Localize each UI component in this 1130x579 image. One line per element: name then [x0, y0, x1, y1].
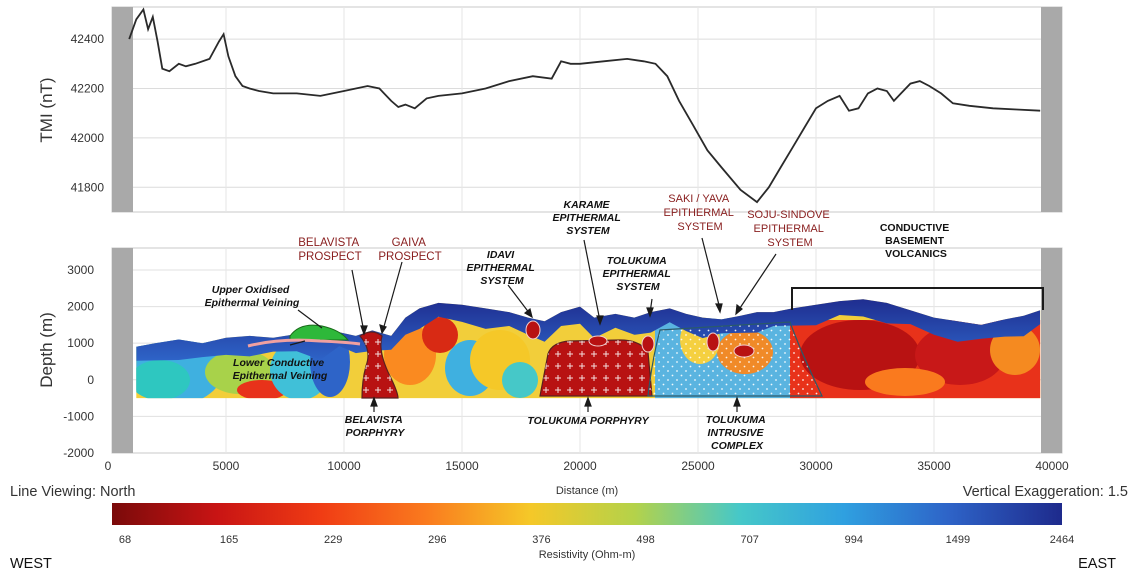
blob: [865, 368, 945, 396]
tmi-plot-area: [111, 6, 1063, 213]
tmi-y-tick-labels: 42400 42200 42000 41800: [71, 32, 105, 194]
upper-oxidised-label: Upper Oxidised Epithermal Veining: [205, 284, 300, 309]
tmi-y-axis-label: TMI (nT): [37, 77, 56, 142]
section-left-margin-bar: [112, 248, 133, 453]
belavista-porphyry-hatch: [360, 332, 398, 398]
idavi-vein: [525, 320, 541, 340]
karame-vein: [588, 335, 608, 347]
section-x-tick-label: 35000: [917, 459, 951, 473]
soju-sindove-label: SOJU-SINDOVE EPITHERMAL SYSTEM: [747, 209, 833, 249]
section-x-tick-label: 30000: [799, 459, 833, 473]
section-x-tick-label: 25000: [681, 459, 715, 473]
tolukuma-porphyry-label: TOLUKUMA PORPHYRY: [527, 415, 649, 427]
section-x-tick-label: 20000: [563, 459, 597, 473]
tmi-left-margin-bar: [112, 7, 133, 212]
blob: [915, 325, 1005, 385]
tolukuma-intrusive-label: TOLUKUMA INTRUSIVE COMPLEX: [706, 414, 768, 452]
upper-oxidised-body: [289, 324, 350, 341]
line-viewing-label: Line Viewing: North: [10, 484, 135, 500]
blob: [990, 325, 1040, 375]
tmi-series-line: [128, 7, 1041, 204]
saki-yava-vein: [706, 332, 720, 352]
karame-label: KARAME EPITHERMAL SYSTEM: [553, 199, 624, 237]
section-y-tick-label: 1000: [67, 336, 94, 350]
basement-bracket: [791, 287, 1044, 310]
section-right-margin-bar: [1041, 248, 1062, 453]
colorbar-tick-label: 376: [532, 534, 550, 546]
tolukuma-epithermal-label: TOLUKUMA EPITHERMAL SYSTEM: [603, 255, 674, 293]
tolukuma-epithermal-vein: [641, 335, 655, 353]
section-y-tick-labels: 3000 2000 1000 0 -1000 -2000: [63, 263, 94, 460]
colorbar-tick-label: 1499: [946, 534, 970, 546]
section-y-tick-label: 3000: [67, 263, 94, 277]
section-y-axis-label: Depth (m): [37, 312, 56, 388]
colorbar-label: Resistivity (Ohm-m): [539, 549, 636, 561]
surface-resistive-layer: [136, 299, 1041, 361]
colorbar-tick-label: 498: [636, 534, 654, 546]
section-x-tick-label: 40000: [1035, 459, 1069, 473]
tmi-panel: 42400 42200 42000 41800 TMI (nT): [37, 6, 1063, 213]
tmi-y-tick-label: 41800: [71, 180, 105, 194]
section-y-tick-label: 2000: [67, 300, 94, 314]
idavi-label: IDAVI EPITHERMAL SYSTEM: [467, 249, 538, 287]
tmi-grid: [133, 7, 1041, 212]
colorbar-tick-label: 707: [740, 534, 758, 546]
annotation-labels: BELAVISTA PROSPECT GAIVA PROSPECT Upper …: [205, 193, 952, 452]
tolukuma-intrusive-body: [647, 321, 823, 397]
colorbar: [112, 503, 1062, 525]
tmi-y-tick-label: 42000: [71, 131, 105, 145]
tolukuma-porphyry-hatch: [540, 340, 652, 396]
colorbar-tick-label: 2464: [1050, 534, 1074, 546]
colorbar-tick-label: 229: [324, 534, 342, 546]
section-x-tick-label: 0: [105, 459, 112, 473]
blob: [502, 362, 538, 398]
lower-conductive-label: Lower Conductive Epithermal Veining: [233, 357, 328, 382]
tmi-y-tick-label: 42200: [71, 82, 105, 96]
section-x-tick-labels: 0 5000 10000 15000 20000 25000 30000 35000 40000: [105, 459, 1069, 473]
vertical-exaggeration-label: Vertical Exaggeration: 1.5: [963, 484, 1128, 500]
distance-axis-label: Distance (m): [556, 485, 618, 497]
tmi-right-margin-bar: [1041, 7, 1062, 212]
section-x-tick-label: 15000: [445, 459, 479, 473]
colorbar-tick-label: 165: [220, 534, 238, 546]
belavista-prospect-label: BELAVISTA PROSPECT: [298, 237, 362, 263]
east-label: EAST: [1078, 556, 1116, 572]
conductive-basement-label: CONDUCTIVE BASEMENT VOLCANICS: [880, 222, 952, 260]
blob: [136, 360, 190, 399]
colorbar-tick-label: 68: [119, 534, 131, 546]
colorbar-tick-label: 994: [845, 534, 863, 546]
section-y-tick-label: -2000: [63, 446, 94, 460]
tmi-y-tick-label: 42400: [71, 32, 105, 46]
blob: [422, 317, 458, 353]
saki-yava-label: SAKI / YAVA EPITHERMAL SYSTEM: [664, 193, 737, 233]
lower-conductive-vein: [247, 338, 361, 348]
section-y-tick-label: 0: [87, 373, 94, 387]
colorbar-tick-label: 296: [428, 534, 446, 546]
section-y-tick-label: -1000: [63, 409, 94, 423]
west-label: WEST: [10, 556, 52, 572]
soju-sindove-vein: [733, 344, 755, 358]
colorbar-tick-labels: 68 165 229 296 376 498 707 994 1499 2464: [119, 534, 1074, 546]
belavista-porphyry-label: BELAVISTA PORPHYRY: [345, 414, 406, 439]
annotation-arrows: [289, 237, 777, 412]
section-x-tick-label: 5000: [213, 459, 240, 473]
section-x-tick-label: 10000: [327, 459, 361, 473]
gaiva-prospect-label: GAIVA PROSPECT: [378, 237, 441, 263]
